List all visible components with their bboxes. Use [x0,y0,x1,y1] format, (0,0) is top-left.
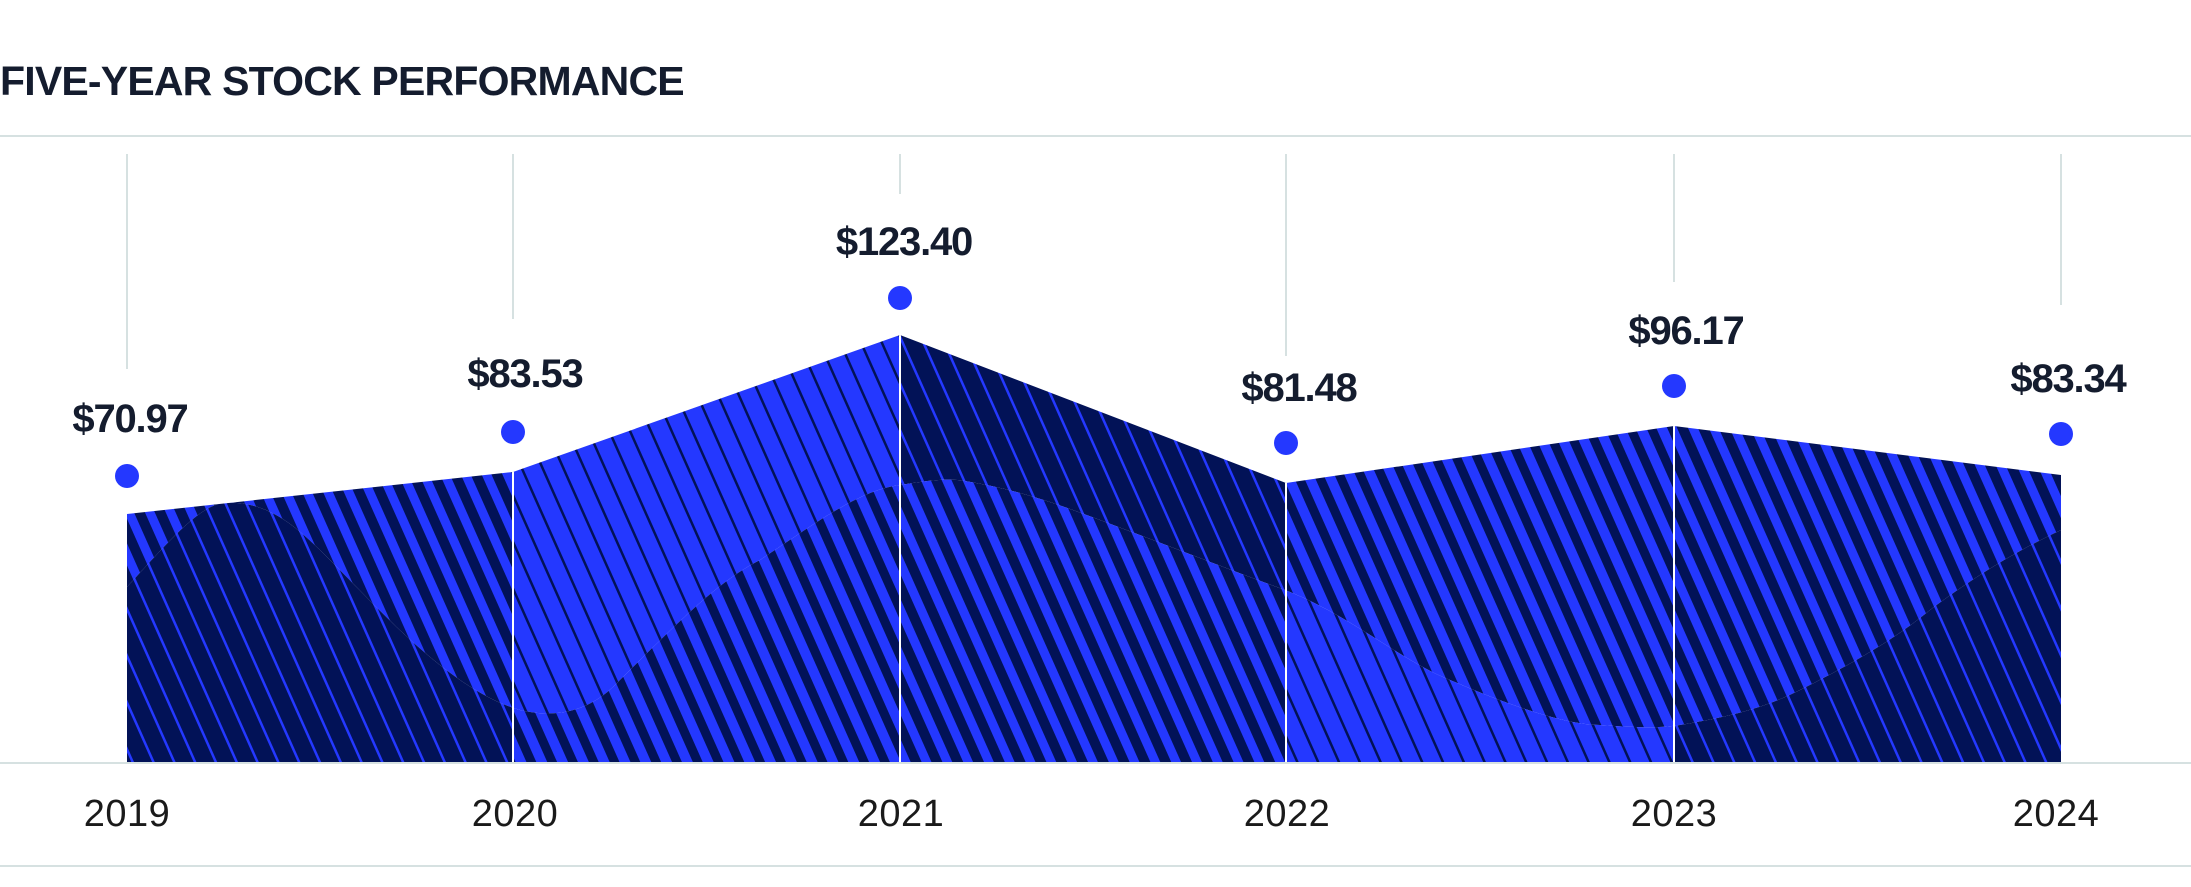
chart-title: FIVE-YEAR STOCK PERFORMANCE [0,58,685,104]
data-point-2022 [1274,431,1298,455]
x-tick-2022: 2022 [1243,793,1331,835]
x-tick-2020: 2020 [471,793,559,835]
data-point-2019 [115,464,139,488]
x-tick-2024: 2024 [2012,793,2100,835]
value-label-2021: $123.40 [835,220,973,264]
value-label-2023: $96.17 [1628,309,1744,353]
top-divider [0,135,2191,137]
data-point-2023 [1662,374,1686,398]
value-label-2024: $83.34 [2010,357,2126,401]
x-tick-2019: 2019 [83,793,171,835]
value-label-2022: $81.48 [1241,366,1357,410]
x-tick-2021: 2021 [857,793,945,835]
data-points [115,286,2073,488]
value-label-2020: $83.53 [467,352,583,396]
area-fill [127,335,2061,763]
bottom-divider [0,865,2191,867]
x-axis-line [0,762,2191,764]
value-label-2019: $70.97 [72,397,188,441]
x-tick-2023: 2023 [1630,793,1718,835]
data-point-2024 [2049,422,2073,446]
data-point-2021 [888,286,912,310]
data-point-2020 [501,420,525,444]
gridlines [126,154,2062,369]
